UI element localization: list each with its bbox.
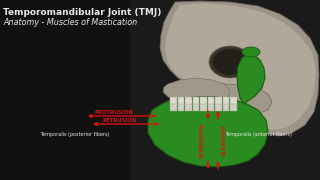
Bar [215, 97, 221, 105]
Polygon shape [165, 3, 316, 130]
Text: Temporalis (posterior fibers): Temporalis (posterior fibers) [40, 132, 109, 137]
Text: PROTRUSION: PROTRUSION [94, 110, 133, 115]
Text: Anatomy - Muscles of Mastication: Anatomy - Muscles of Mastication [3, 18, 137, 27]
Polygon shape [168, 84, 192, 102]
Bar [223, 97, 229, 105]
Bar [230, 97, 236, 105]
Bar [193, 97, 199, 105]
Bar [215, 104, 221, 111]
Bar [178, 97, 184, 105]
Ellipse shape [242, 47, 260, 57]
Polygon shape [160, 1, 319, 136]
Bar [208, 97, 214, 105]
Text: Temporalis (anterior fibers): Temporalis (anterior fibers) [225, 132, 292, 137]
Bar [230, 104, 236, 111]
Polygon shape [148, 97, 268, 167]
Text: RETRUSION: RETRUSION [102, 118, 137, 123]
Polygon shape [163, 78, 230, 99]
Text: Temporomandibular Joint (TMJ): Temporomandibular Joint (TMJ) [3, 8, 161, 17]
Bar [170, 97, 177, 105]
Bar [185, 97, 191, 105]
Bar [200, 104, 206, 111]
Text: DEPRESSION: DEPRESSION [200, 122, 205, 158]
Text: ELEVATION: ELEVATION [221, 125, 226, 155]
Bar [200, 97, 206, 105]
Bar [185, 104, 191, 111]
Bar [208, 104, 214, 111]
Bar [223, 104, 229, 111]
Bar [170, 104, 177, 111]
Bar [130, 0, 320, 180]
Ellipse shape [212, 49, 247, 75]
Ellipse shape [209, 46, 251, 78]
Bar [193, 104, 199, 111]
Polygon shape [237, 54, 265, 104]
Polygon shape [191, 84, 272, 116]
Bar [178, 104, 184, 111]
